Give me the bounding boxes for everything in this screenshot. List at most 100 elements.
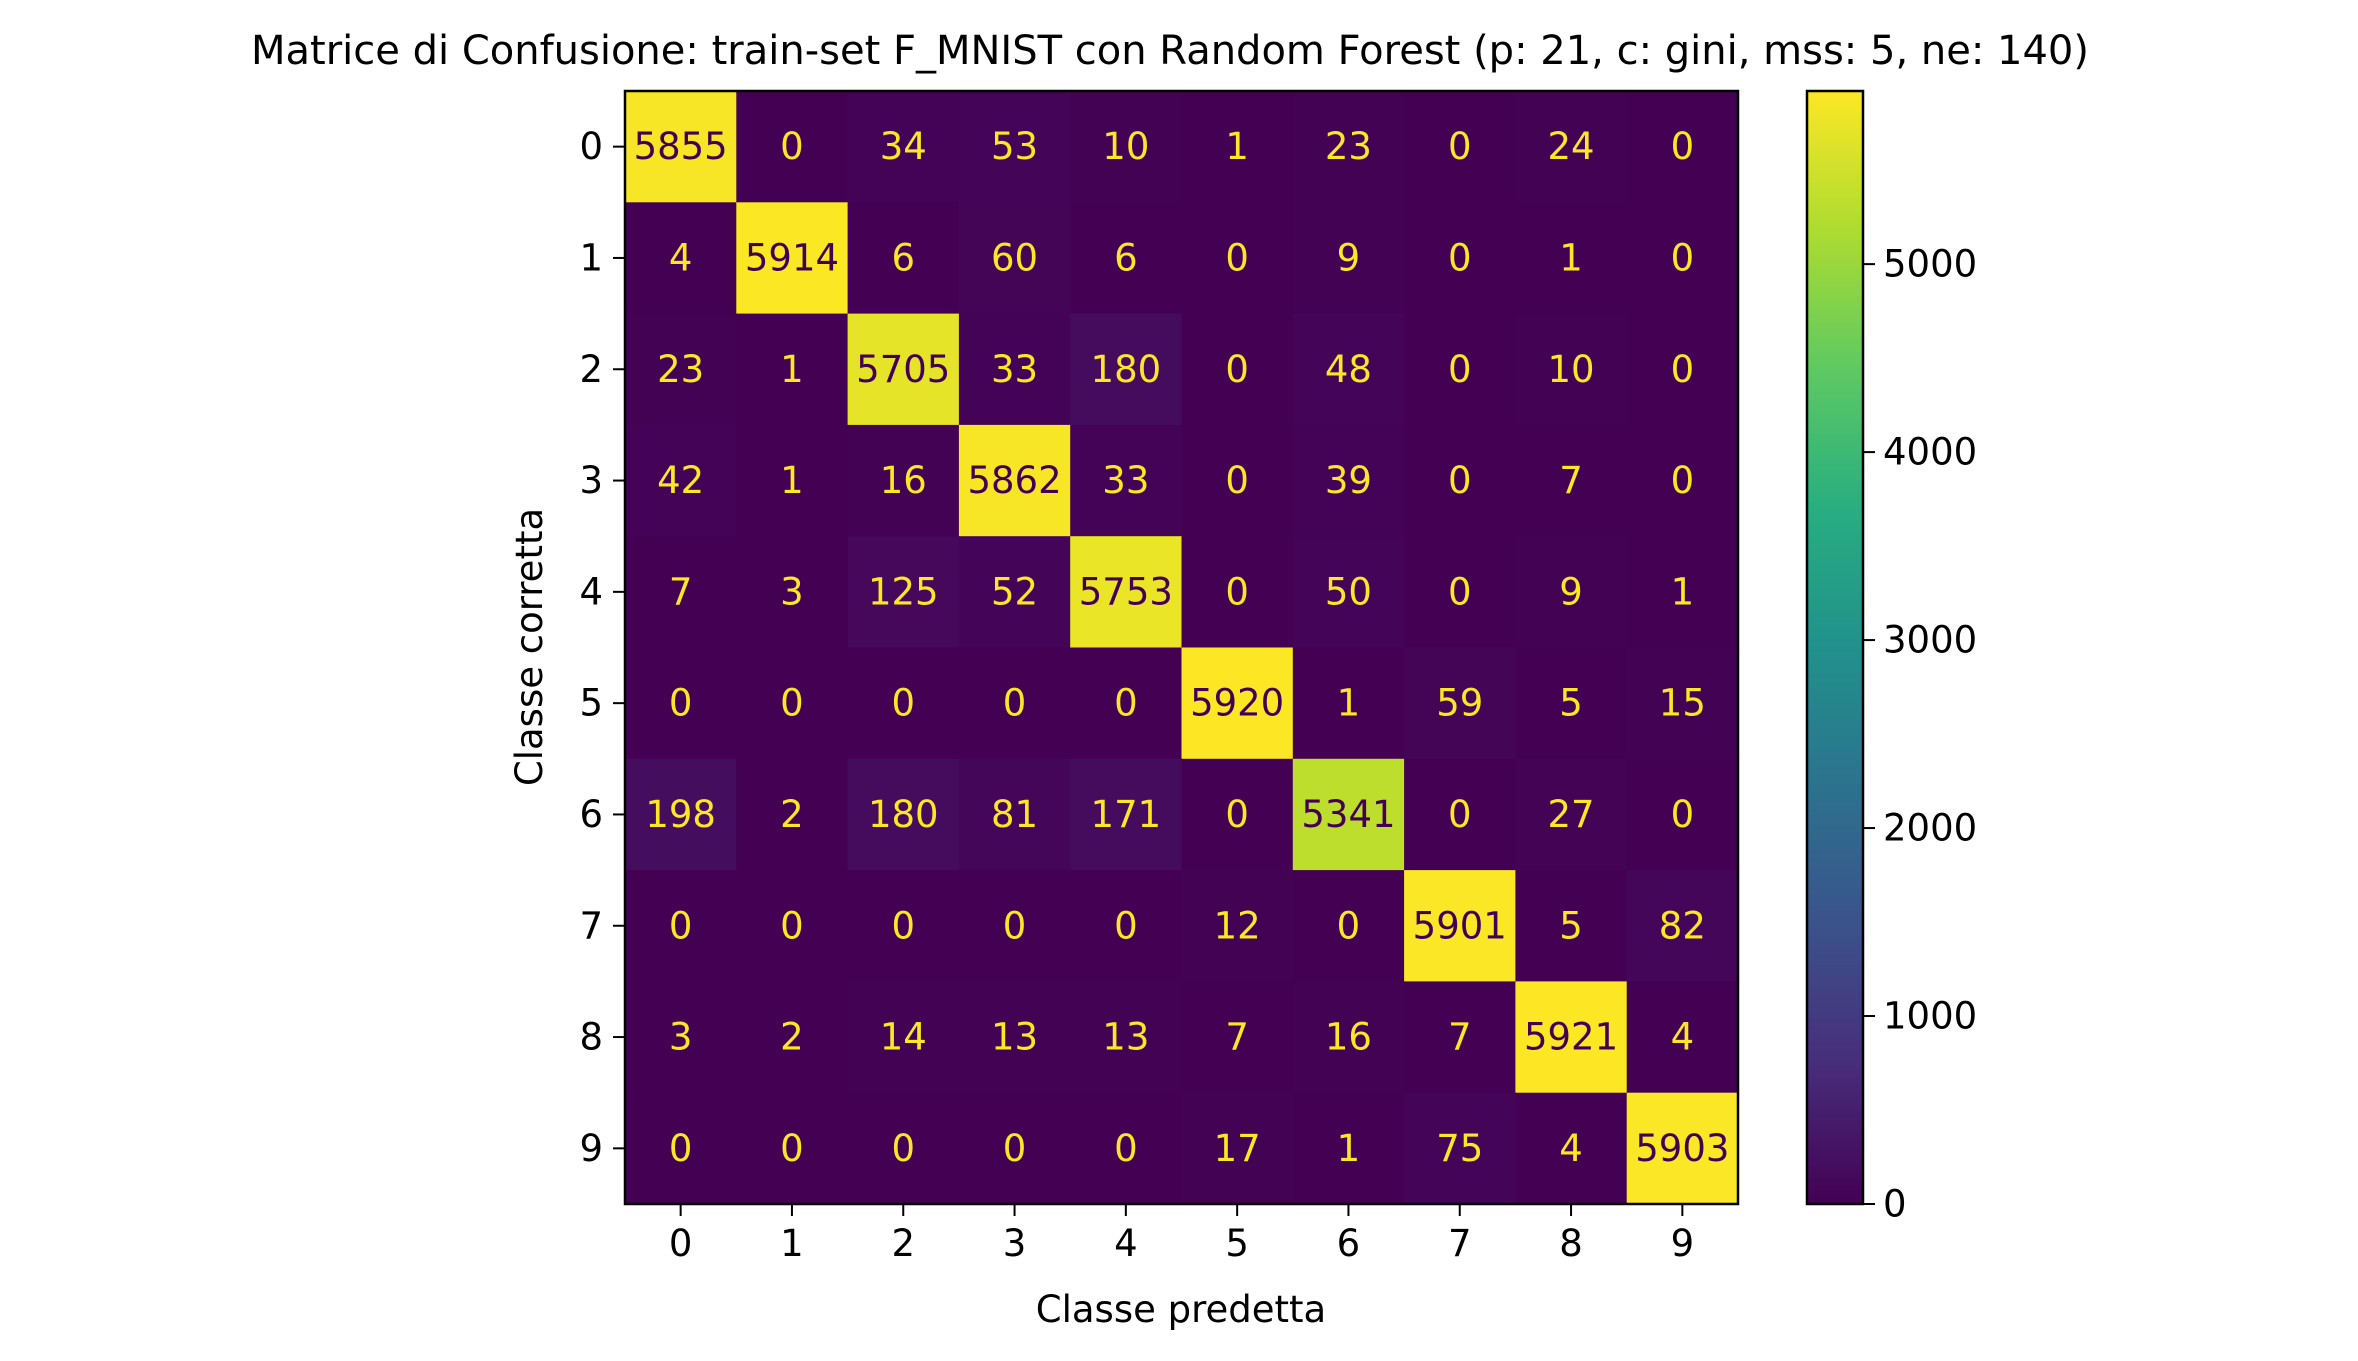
cell-value-label: 0 — [1225, 793, 1249, 836]
cell-value-label: 180 — [868, 793, 939, 836]
matrix-cell — [1292, 647, 1405, 760]
matrix-cell — [847, 1092, 960, 1205]
cell-value-label: 0 — [669, 904, 693, 947]
y-tick-label: 0 — [579, 125, 603, 168]
cell-value-label: 12 — [1214, 904, 1261, 947]
colorbar-tick-label: 5000 — [1883, 243, 1977, 286]
matrix-cell — [1292, 536, 1405, 649]
cell-value-label: 17 — [1214, 1127, 1261, 1170]
cell-value-label: 0 — [1448, 793, 1472, 836]
cell-value-label: 0 — [1114, 1127, 1138, 1170]
cell-value-label: 13 — [1102, 1016, 1149, 1059]
cell-value-label: 5862 — [967, 459, 1061, 502]
cell-value-label: 125 — [868, 570, 939, 613]
matrix-cell — [1070, 536, 1183, 649]
cell-value-label: 0 — [669, 1127, 693, 1170]
matrix-cell — [1070, 202, 1183, 315]
matrix-cell — [1181, 1092, 1294, 1205]
matrix-cell — [1181, 202, 1294, 315]
cell-value-label: 0 — [1225, 570, 1249, 613]
cell-value-label: 0 — [891, 682, 915, 725]
cell-value-label: 5753 — [1079, 570, 1173, 613]
matrix-cell — [1404, 870, 1516, 982]
matrix-cell — [736, 758, 849, 871]
cell-value-label: 0 — [1448, 236, 1472, 279]
cell-value-label: 81 — [991, 793, 1038, 836]
x-tick-label: 4 — [1114, 1222, 1138, 1265]
cell-value-label: 34 — [880, 125, 927, 168]
cell-value-label: 59 — [1436, 682, 1483, 725]
cell-value-label: 0 — [891, 1127, 915, 1170]
matrix-cell — [958, 313, 1071, 426]
cell-value-label: 0 — [1225, 459, 1249, 502]
x-tick-label: 0 — [669, 1222, 693, 1265]
matrix-cell — [625, 981, 737, 1094]
cell-value-label: 7 — [1225, 1016, 1249, 1059]
cell-value-label: 1 — [780, 459, 804, 502]
y-tick-label: 2 — [579, 348, 603, 391]
x-tick-label: 6 — [1337, 1222, 1361, 1265]
matrix-cell — [1626, 981, 1739, 1094]
x-axis-label: Classe predetta — [1036, 1288, 1326, 1331]
y-tick-label: 8 — [579, 1016, 603, 1059]
cell-value-label: 0 — [1448, 348, 1472, 391]
cell-value-label: 0 — [780, 904, 804, 947]
matrix-cell — [1404, 313, 1516, 426]
matrix-cell — [958, 1092, 1071, 1205]
matrix-cell — [1181, 313, 1294, 426]
cell-value-label: 75 — [1436, 1127, 1483, 1170]
cell-value-label: 0 — [1671, 348, 1695, 391]
cell-value-label: 0 — [1671, 459, 1695, 502]
chart-title: Matrice di Confusione: train-set F_MNIST… — [251, 28, 2089, 74]
matrix-cells — [625, 91, 1739, 1205]
matrix-cell — [736, 202, 849, 315]
x-axis-ticks: 0 1 2 3 4 5 6 7 8 9 — [669, 1204, 1694, 1265]
cell-value-label: 48 — [1325, 348, 1372, 391]
y-tick-label: 9 — [579, 1127, 603, 1170]
cell-value-label: 2 — [780, 793, 804, 836]
matrix-cell — [625, 91, 737, 203]
matrix-cell — [1292, 313, 1405, 426]
cell-value-label: 180 — [1091, 348, 1162, 391]
cell-value-label: 0 — [1448, 125, 1472, 168]
cell-value-label: 0 — [1003, 904, 1027, 947]
matrix-cell — [625, 313, 737, 426]
matrix-cell — [1292, 870, 1405, 982]
matrix-cell — [1515, 424, 1628, 537]
x-tick-label: 1 — [780, 1222, 804, 1265]
matrix-cell — [1626, 870, 1739, 982]
matrix-cell — [1515, 91, 1628, 203]
matrix-cell — [1181, 981, 1294, 1094]
matrix-cell — [625, 1092, 737, 1205]
cell-value-label: 3 — [780, 570, 804, 613]
cell-value-label: 5901 — [1413, 904, 1507, 947]
matrix-cell — [1404, 647, 1516, 760]
matrix-cell — [1626, 1092, 1739, 1205]
cell-value-label: 42 — [657, 459, 704, 502]
plot-frame — [623, 89, 1740, 1206]
matrix-cell — [847, 870, 960, 982]
cell-value-label: 5 — [1559, 682, 1583, 725]
matrix-cell — [1070, 424, 1183, 537]
cell-value-label: 16 — [1325, 1016, 1372, 1059]
matrix-cell — [736, 536, 849, 649]
matrix-cell — [847, 758, 960, 871]
cell-value-label: 1 — [1337, 1127, 1361, 1170]
cell-value-label: 5903 — [1635, 1127, 1729, 1170]
matrix-cell — [1626, 536, 1739, 649]
matrix-cell — [1181, 870, 1294, 982]
matrix-cell — [1292, 758, 1405, 871]
colorbar-tick-label: 1000 — [1883, 995, 1977, 1038]
matrix-cell — [736, 981, 849, 1094]
cell-value-label: 60 — [991, 236, 1038, 279]
matrix-cell — [1070, 1092, 1183, 1205]
matrix-cell — [1181, 647, 1294, 760]
matrix-cell — [847, 202, 960, 315]
cell-value-label: 5920 — [1190, 682, 1284, 725]
cell-value-label: 23 — [1325, 125, 1372, 168]
y-tick-label: 6 — [579, 793, 603, 836]
cell-value-label: 171 — [1091, 793, 1162, 836]
matrix-cell — [847, 536, 960, 649]
matrix-cell — [958, 870, 1071, 982]
